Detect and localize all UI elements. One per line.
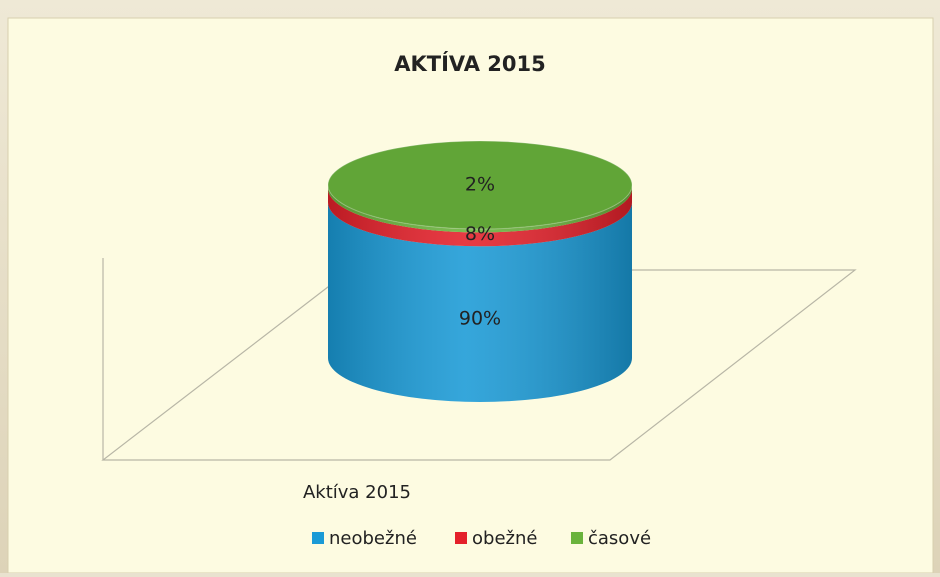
data-label: 90% (459, 308, 501, 330)
data-label: 8% (465, 223, 495, 245)
bar-top (327, 140, 633, 230)
bar-top-shade (328, 141, 632, 229)
legend-label: časové (588, 528, 651, 549)
chart-title: AKTÍVA 2015 (394, 51, 546, 76)
legend-swatch (571, 532, 583, 544)
bar-shading (328, 202, 632, 402)
floor (101, 258, 857, 461)
x-tick-label: Aktíva 2015 (303, 482, 411, 503)
legend-swatch (455, 532, 467, 544)
legend-swatch (312, 532, 324, 544)
legend-label: obežné (472, 528, 537, 549)
bar-shading (328, 188, 632, 247)
legend-label: neobežné (329, 528, 417, 549)
data-label: 2% (465, 174, 495, 196)
